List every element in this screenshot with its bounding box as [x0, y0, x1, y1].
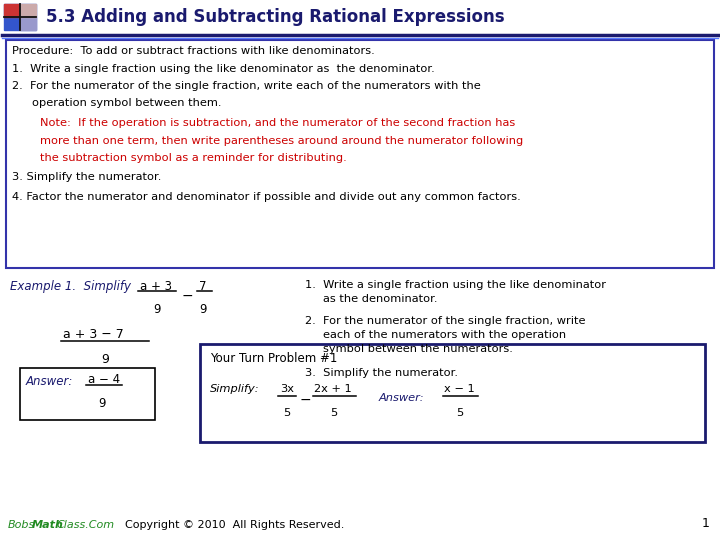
Text: 2x + 1: 2x + 1 — [314, 384, 352, 394]
Text: the subtraction symbol as a reminder for distributing.: the subtraction symbol as a reminder for… — [40, 153, 347, 163]
Text: 2.  For the numerator of the single fraction, write each of the numerators with : 2. For the numerator of the single fract… — [12, 81, 481, 91]
Text: 5.3 Adding and Subtracting Rational Expressions: 5.3 Adding and Subtracting Rational Expr… — [46, 8, 505, 26]
Text: 9: 9 — [101, 353, 109, 366]
Text: Note:  If the operation is subtraction, and the numerator of the second fraction: Note: If the operation is subtraction, a… — [40, 118, 516, 128]
Text: 5: 5 — [456, 408, 463, 418]
Text: Answer:: Answer: — [379, 393, 425, 403]
Text: 4. Factor the numerator and denominator if possible and divide out any common fa: 4. Factor the numerator and denominator … — [12, 192, 521, 202]
Text: −: − — [182, 289, 194, 303]
Text: operation symbol between them.: operation symbol between them. — [32, 98, 222, 109]
Text: Example 1.  Simplify: Example 1. Simplify — [10, 280, 131, 293]
Text: −: − — [300, 393, 312, 407]
Bar — [20, 17, 36, 30]
Text: 2.  For the numerator of the single fraction, write: 2. For the numerator of the single fract… — [305, 316, 585, 326]
Text: more than one term, then write parentheses around around the numerator following: more than one term, then write parenthes… — [40, 136, 523, 145]
Text: each of the numerators with the operation: each of the numerators with the operatio… — [323, 330, 566, 340]
Bar — [20, 368, 155, 420]
Text: 1: 1 — [702, 517, 710, 530]
Text: Answer:: Answer: — [26, 375, 73, 388]
Text: Your Turn Problem #1: Your Turn Problem #1 — [210, 352, 338, 365]
Bar — [200, 344, 705, 442]
Text: Procedure:  To add or subtract fractions with like denominators.: Procedure: To add or subtract fractions … — [12, 46, 374, 56]
Text: 1.  Write a single fraction using the like denominator as  the denominator.: 1. Write a single fraction using the lik… — [12, 64, 435, 73]
Text: as the denominator.: as the denominator. — [323, 294, 438, 304]
Text: Simplify:: Simplify: — [210, 384, 260, 394]
Text: 9: 9 — [98, 397, 106, 410]
Text: Math: Math — [32, 520, 64, 530]
Text: symbol between the numerators.: symbol between the numerators. — [323, 344, 513, 354]
Text: Class.Com: Class.Com — [57, 520, 115, 530]
Text: 9: 9 — [199, 303, 207, 316]
Text: 3x: 3x — [280, 384, 294, 394]
Bar — [6, 40, 714, 268]
Text: 9: 9 — [153, 303, 161, 316]
Text: 5: 5 — [283, 408, 290, 418]
Text: 7: 7 — [199, 280, 207, 293]
Text: Copyright © 2010  All Rights Reserved.: Copyright © 2010 All Rights Reserved. — [118, 520, 344, 530]
Text: a − 4: a − 4 — [88, 373, 120, 386]
Text: a + 3: a + 3 — [140, 280, 172, 293]
Bar — [4, 4, 20, 17]
Text: 1.  Write a single fraction using the like denominator: 1. Write a single fraction using the lik… — [305, 280, 606, 290]
Text: 3.  Simplify the numerator.: 3. Simplify the numerator. — [305, 368, 458, 378]
Text: a + 3 − 7: a + 3 − 7 — [63, 328, 124, 341]
Text: 5: 5 — [330, 408, 337, 418]
Text: 3. Simplify the numerator.: 3. Simplify the numerator. — [12, 172, 161, 183]
Text: x − 1: x − 1 — [444, 384, 474, 394]
Bar — [20, 4, 36, 17]
Text: Bobs: Bobs — [8, 520, 35, 530]
Bar — [4, 4, 36, 30]
